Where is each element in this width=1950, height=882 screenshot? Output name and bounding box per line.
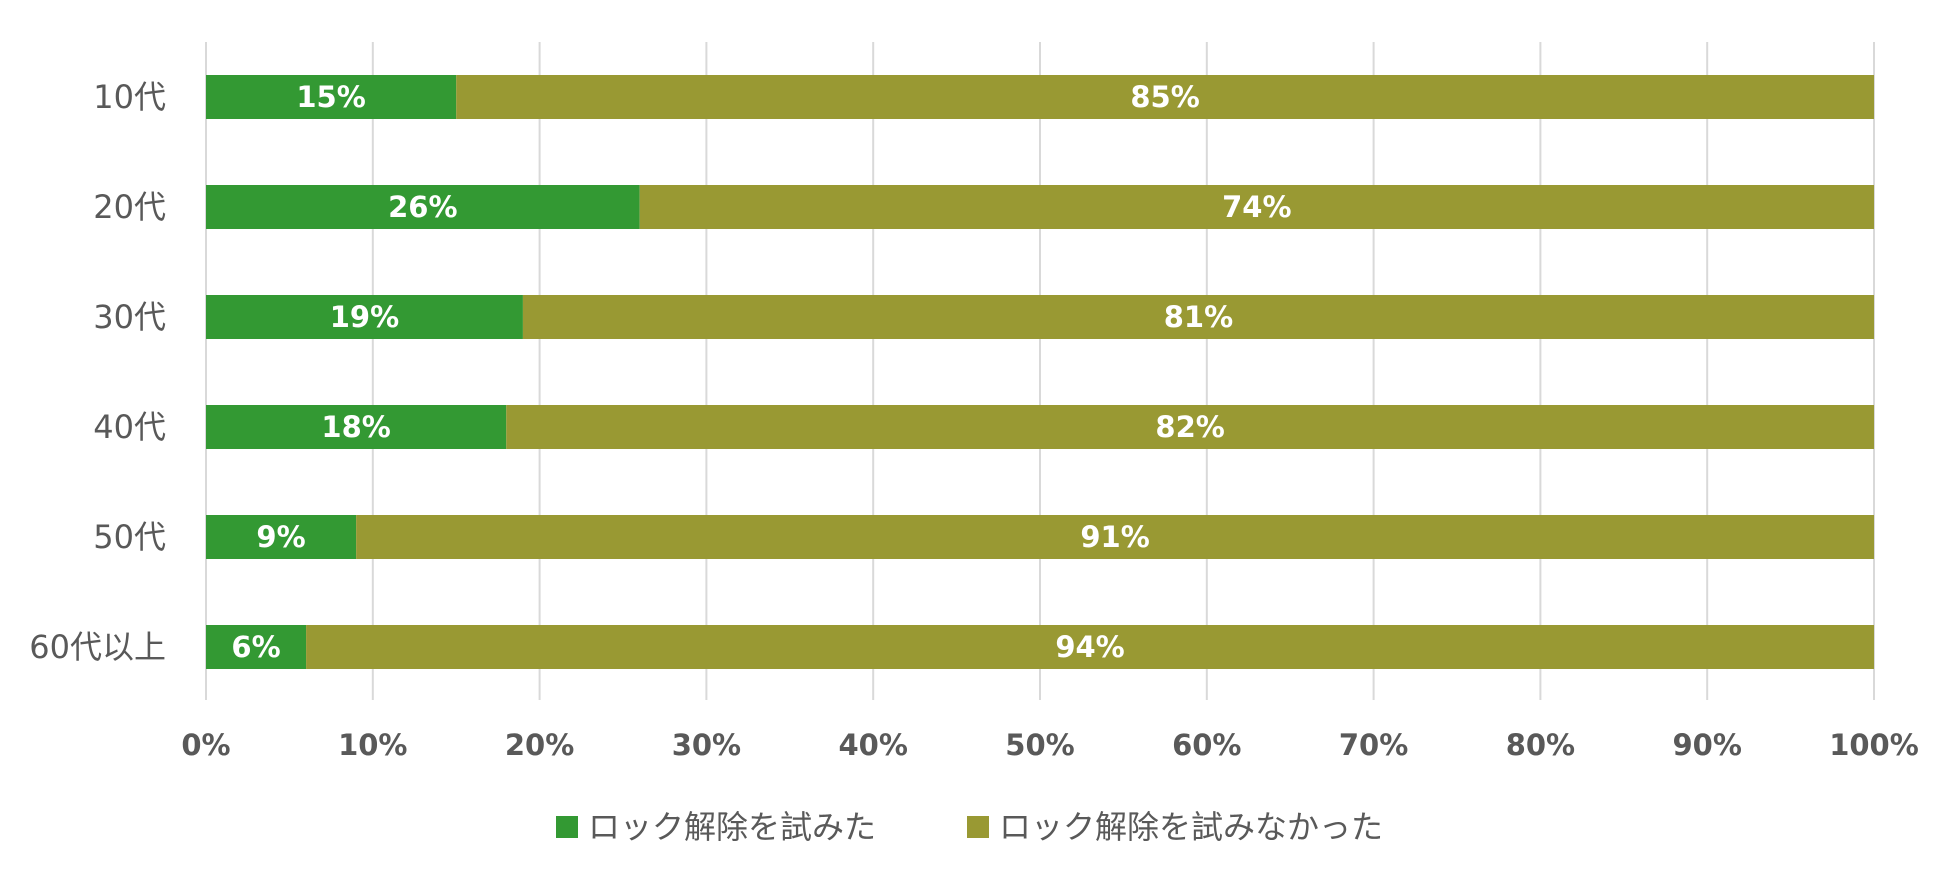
category-label: 20代 [93, 188, 166, 226]
legend-label: ロック解除を試みた [588, 808, 876, 846]
bar-segment [356, 515, 1874, 559]
x-tick-label: 10% [338, 728, 407, 762]
bar-segment [506, 405, 1874, 449]
data-label: 91% [1080, 520, 1149, 554]
category-axis: 10代 20代 30代 40代 50代 60代以上 [29, 78, 166, 666]
bar-segment [456, 75, 1875, 119]
x-tick-label: 80% [1506, 728, 1575, 762]
x-tick-label: 70% [1339, 728, 1408, 762]
bar-segment [206, 515, 357, 559]
data-label: 81% [1164, 300, 1233, 334]
x-tick-label: 100% [1829, 728, 1919, 762]
data-labels: 15% 85% 26% 74% 19% 81% 18% 82% 9% 91% 6% 94% [231, 80, 1291, 664]
bar-segment [306, 625, 1875, 669]
x-tick-label: 0% [181, 728, 230, 762]
category-label: 60代以上 [29, 628, 166, 666]
bar-segment [206, 185, 640, 229]
data-label: 18% [321, 410, 390, 444]
legend: ロック解除を試みた ロック解除を試みなかった [556, 808, 1383, 846]
x-tick-label: 90% [1672, 728, 1741, 762]
data-label: 19% [330, 300, 399, 334]
data-label: 6% [231, 630, 280, 664]
data-label: 82% [1155, 410, 1224, 444]
data-label: 26% [388, 190, 457, 224]
bar-segment [522, 295, 1875, 339]
legend-swatch [556, 816, 578, 838]
x-tick-label: 50% [1005, 728, 1074, 762]
bars [206, 75, 1875, 669]
data-label: 9% [256, 520, 305, 554]
data-label: 85% [1130, 80, 1199, 114]
category-label: 50代 [93, 518, 166, 556]
gridlines [205, 42, 1875, 700]
x-tick-label: 60% [1172, 728, 1241, 762]
bar-segment [206, 405, 507, 449]
data-label: 74% [1222, 190, 1291, 224]
legend-label: ロック解除を試みなかった [999, 808, 1383, 846]
category-label: 30代 [93, 298, 166, 336]
x-tick-label: 30% [672, 728, 741, 762]
x-tick-label: 40% [838, 728, 907, 762]
category-label: 10代 [93, 78, 166, 116]
data-label: 15% [296, 80, 365, 114]
bar-segment [639, 185, 1875, 229]
bar-segment [206, 625, 307, 669]
bar-segment [206, 75, 457, 119]
data-label: 94% [1055, 630, 1124, 664]
legend-swatch [967, 816, 989, 838]
x-tick-label: 20% [505, 728, 574, 762]
bar-segment [206, 295, 523, 339]
value-axis: 0% 10% 20% 30% 40% 50% 60% 70% 80% 90% 100% [181, 728, 1918, 762]
category-label: 40代 [93, 408, 166, 446]
